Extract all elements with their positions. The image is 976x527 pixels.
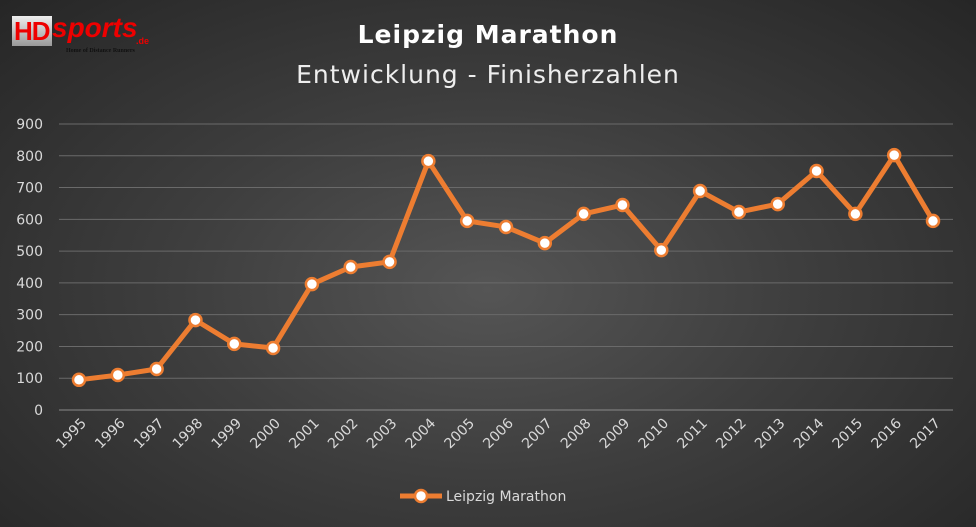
data-point — [537, 235, 553, 251]
x-tick-label: 2014 — [791, 415, 828, 452]
x-tick-label: 2001 — [286, 416, 323, 453]
x-tick-label: 1996 — [92, 415, 129, 452]
data-point — [265, 340, 281, 356]
data-point — [809, 163, 824, 179]
data-point — [382, 254, 397, 270]
x-tick-label: 2013 — [752, 416, 789, 453]
data-point — [421, 153, 436, 169]
data-point — [692, 183, 708, 199]
data-point — [654, 242, 669, 258]
y-tick-label: 600 — [16, 212, 43, 228]
legend-label: Leipzig Marathon — [446, 489, 566, 505]
data-point — [71, 372, 87, 388]
legend-marker — [413, 488, 429, 504]
y-tick-label: 100 — [16, 371, 43, 387]
data-point — [304, 276, 320, 292]
logo-sports: sports — [52, 12, 138, 43]
y-tick-label: 200 — [16, 339, 43, 355]
y-tick-label: 500 — [16, 244, 43, 260]
data-point — [498, 219, 514, 235]
x-tick-label: 2017 — [907, 416, 944, 453]
data-point — [925, 213, 941, 229]
x-tick-label: 2012 — [713, 416, 750, 453]
chart-subtitle: Entwicklung - Finisherzahlen — [296, 60, 680, 89]
data-point — [110, 367, 126, 383]
x-tick-label: 1997 — [131, 416, 168, 453]
y-tick-label: 800 — [16, 149, 43, 165]
y-tick-label: 700 — [16, 181, 43, 197]
x-tick-label: 2015 — [830, 416, 867, 453]
data-point — [770, 196, 785, 212]
x-tick-label: 2004 — [403, 415, 440, 452]
x-tick-label: 1998 — [170, 416, 207, 453]
data-point — [848, 206, 863, 222]
data-point — [886, 147, 902, 163]
x-tick-label: 2000 — [247, 416, 284, 453]
x-tick-label: 2011 — [674, 416, 711, 453]
x-tick-label: 2006 — [480, 415, 517, 452]
x-tick-label: 1995 — [53, 416, 90, 453]
x-tick-label: 1999 — [209, 416, 246, 453]
x-tick-label: 2008 — [558, 416, 595, 453]
y-tick-label: 0 — [34, 403, 43, 419]
y-tick-label: 300 — [16, 308, 43, 324]
data-point — [227, 336, 242, 352]
data-point — [731, 204, 747, 220]
y-tick-label: 900 — [16, 117, 43, 133]
logo-de: .de — [136, 36, 150, 46]
data-point — [615, 197, 630, 213]
y-tick-label: 400 — [16, 276, 43, 292]
x-tick-label: 2007 — [519, 416, 556, 453]
x-tick-label: 2016 — [868, 415, 905, 452]
logo-hd: HD — [12, 16, 52, 46]
x-tick-label: 2010 — [636, 416, 673, 453]
logo-tagline: Home of Distance Runners — [66, 48, 135, 54]
x-tick-label: 2002 — [325, 416, 362, 453]
data-point — [343, 259, 358, 275]
data-point — [576, 206, 591, 222]
data-point — [188, 312, 203, 328]
x-tick-label: 2005 — [441, 416, 478, 453]
chart-title: Leipzig Marathon — [357, 20, 619, 49]
data-point — [459, 213, 475, 229]
x-tick-label: 2009 — [597, 416, 634, 453]
data-point — [149, 361, 164, 377]
x-tick-label: 2003 — [364, 416, 401, 453]
hdsports-logo: HD sports .de Home of Distance Runners — [8, 12, 150, 54]
